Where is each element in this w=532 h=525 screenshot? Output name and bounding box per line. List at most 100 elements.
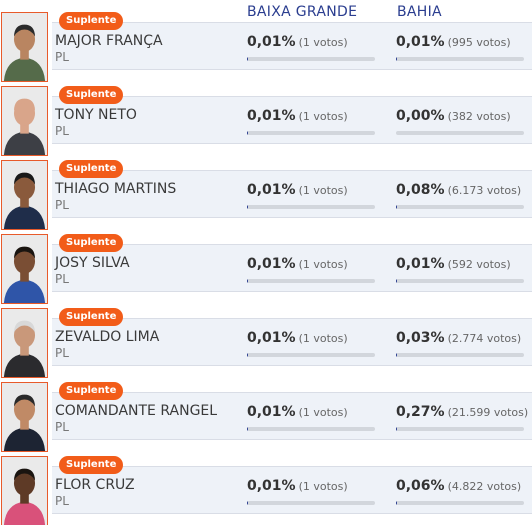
city-percent-value: 0,01%	[247, 182, 296, 198]
state-percentage: 0,01% (995 votos)	[396, 34, 511, 50]
city-percentage: 0,01% (1 votos)	[247, 34, 348, 50]
candidate-photo	[1, 308, 48, 378]
candidate-photo	[1, 160, 48, 230]
state-percentage: 0,00% (382 votos)	[396, 108, 511, 124]
state-percentage: 0,01% (592 votos)	[396, 256, 511, 272]
state-percentage: 0,27% (21.599 votos)	[396, 404, 528, 420]
candidate-name[interactable]: FLOR CRUZ	[55, 477, 135, 493]
candidate-name[interactable]: JOSY SILVA	[55, 255, 130, 271]
candidate-row[interactable]: Suplente MAJOR FRANÇA PL 0,01% (1 votos) 0,01…	[0, 12, 532, 86]
city-vote-count: (1 votos)	[298, 110, 348, 123]
city-progress-bar	[247, 131, 375, 135]
state-progress-fill	[396, 427, 397, 431]
state-progress-fill	[396, 205, 397, 209]
city-progress-bar	[247, 353, 375, 357]
state-vote-count: (592 votos)	[447, 258, 511, 271]
city-progress-fill	[247, 501, 248, 505]
suplente-badge: Suplente	[59, 86, 124, 104]
candidate-row[interactable]: Suplente THIAGO MARTINS PL 0,01% (1 votos) 0,…	[0, 160, 532, 234]
suplente-badge: Suplente	[59, 382, 124, 400]
city-progress-fill	[247, 131, 248, 135]
city-percentage: 0,01% (1 votos)	[247, 404, 348, 420]
city-percent-value: 0,01%	[247, 330, 296, 346]
state-progress-fill	[396, 501, 397, 505]
state-percentage: 0,03% (2.774 votos)	[396, 330, 521, 346]
city-progress-bar	[247, 57, 375, 61]
state-percent-value: 0,00%	[396, 108, 445, 124]
city-percent-value: 0,01%	[247, 478, 296, 494]
candidate-row[interactable]: Suplente COMANDANTE RANGEL PL 0,01% (1 votos…	[0, 382, 532, 456]
candidate-name[interactable]: ZEVALDO LIMA	[55, 329, 160, 345]
city-progress-bar	[247, 205, 375, 209]
candidate-party: PL	[55, 50, 69, 64]
city-percent-value: 0,01%	[247, 34, 296, 50]
candidate-photo	[1, 456, 48, 525]
city-vote-count: (1 votos)	[298, 258, 348, 271]
state-progress-bar	[396, 279, 524, 283]
candidate-row[interactable]: Suplente FLOR CRUZ PL 0,01% (1 votos) 0,06% (4…	[0, 456, 532, 525]
suplente-badge: Suplente	[59, 160, 124, 178]
candidate-photo	[1, 12, 48, 82]
row-background	[52, 96, 532, 144]
state-percent-value: 0,01%	[396, 34, 445, 50]
city-percentage: 0,01% (1 votos)	[247, 256, 348, 272]
candidate-party: PL	[55, 494, 69, 508]
suplente-badge: Suplente	[59, 308, 124, 326]
city-vote-count: (1 votos)	[298, 406, 348, 419]
row-background	[52, 318, 532, 366]
state-progress-bar	[396, 427, 524, 431]
candidate-party: PL	[55, 272, 69, 286]
state-vote-count: (2.774 votos)	[447, 332, 522, 345]
city-progress-bar	[247, 427, 375, 431]
row-background	[52, 244, 532, 292]
state-percent-value: 0,08%	[396, 182, 445, 198]
city-vote-count: (1 votos)	[298, 184, 348, 197]
state-progress-bar	[396, 131, 524, 135]
state-vote-count: (995 votos)	[447, 36, 511, 49]
city-progress-fill	[247, 279, 248, 283]
candidate-party: PL	[55, 124, 69, 138]
candidate-row[interactable]: Suplente ZEVALDO LIMA PL 0,01% (1 votos) 0,03…	[0, 308, 532, 382]
state-percent-value: 0,27%	[396, 404, 445, 420]
city-vote-count: (1 votos)	[298, 332, 348, 345]
city-vote-count: (1 votos)	[298, 480, 348, 493]
column-header-state: BAHIA	[397, 4, 442, 20]
candidate-name[interactable]: COMANDANTE RANGEL	[55, 403, 218, 419]
city-percent-value: 0,01%	[247, 404, 296, 420]
row-background	[52, 22, 532, 70]
row-background	[52, 392, 532, 440]
column-header-city: BAIXA GRANDE	[247, 4, 358, 20]
state-percent-value: 0,03%	[396, 330, 445, 346]
candidate-photo	[1, 234, 48, 304]
state-percent-value: 0,06%	[396, 478, 445, 494]
candidate-party: PL	[55, 198, 69, 212]
state-percent-value: 0,01%	[396, 256, 445, 272]
candidate-row[interactable]: Suplente TONY NETO PL 0,01% (1 votos) 0,00% (3…	[0, 86, 532, 160]
candidate-row[interactable]: Suplente JOSY SILVA PL 0,01% (1 votos) 0,01%(…	[0, 234, 532, 308]
city-progress-bar	[247, 279, 375, 283]
city-progress-fill	[247, 427, 248, 431]
candidate-name[interactable]: MAJOR FRANÇA	[55, 33, 163, 49]
city-percentage: 0,01% (1 votos)	[247, 330, 348, 346]
city-vote-count: (1 votos)	[298, 36, 348, 49]
state-progress-bar	[396, 353, 524, 357]
city-percent-value: 0,01%	[247, 256, 296, 272]
city-progress-bar	[247, 501, 375, 505]
state-progress-bar	[396, 205, 524, 209]
state-vote-count: (21.599 votos)	[447, 406, 529, 419]
city-percent-value: 0,01%	[247, 108, 296, 124]
row-background	[52, 170, 532, 218]
suplente-badge: Suplente	[59, 456, 124, 474]
candidate-name[interactable]: THIAGO MARTINS	[55, 181, 177, 197]
candidate-photo	[1, 86, 48, 156]
state-vote-count: (382 votos)	[447, 110, 511, 123]
state-progress-bar	[396, 501, 524, 505]
row-background	[52, 466, 532, 514]
city-progress-fill	[247, 353, 248, 357]
candidate-name[interactable]: TONY NETO	[55, 107, 137, 123]
city-progress-fill	[247, 57, 248, 61]
state-percentage: 0,06% (4.822 votos)	[396, 478, 521, 494]
state-progress-bar	[396, 57, 524, 61]
state-progress-fill	[396, 353, 397, 357]
city-percentage: 0,01% (1 votos)	[247, 182, 348, 198]
